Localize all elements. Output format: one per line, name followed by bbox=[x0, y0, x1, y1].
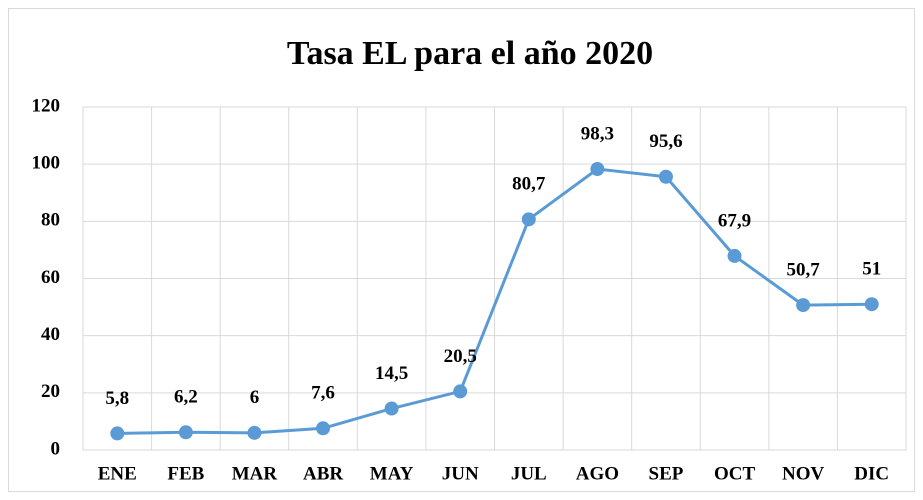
data-point bbox=[384, 401, 399, 416]
data-label: 95,6 bbox=[649, 131, 682, 152]
data-point bbox=[658, 169, 673, 184]
data-point bbox=[864, 297, 879, 312]
data-point bbox=[590, 162, 605, 177]
x-tick-label: FEB bbox=[167, 463, 204, 484]
data-point bbox=[316, 421, 331, 436]
y-tick-label: 0 bbox=[51, 438, 61, 459]
x-tick-label: ABR bbox=[303, 463, 343, 484]
chart-border bbox=[8, 8, 915, 492]
data-label: 5,8 bbox=[105, 388, 129, 409]
data-label: 98,3 bbox=[581, 123, 614, 144]
data-label: 80,7 bbox=[512, 174, 546, 195]
data-label: 7,6 bbox=[311, 383, 335, 404]
data-point bbox=[178, 425, 193, 440]
x-tick-label: DIC bbox=[854, 463, 889, 484]
x-tick-label: OCT bbox=[714, 463, 756, 484]
data-point bbox=[796, 298, 811, 313]
data-point bbox=[453, 384, 468, 399]
series-line bbox=[117, 167, 872, 435]
data-label: 6,2 bbox=[174, 387, 198, 408]
x-tick-label: NOV bbox=[782, 463, 825, 484]
y-tick-label: 100 bbox=[32, 153, 61, 174]
y-tick-label: 60 bbox=[41, 267, 60, 288]
x-tick-label: JUL bbox=[511, 463, 547, 484]
x-tick-label: MAY bbox=[370, 463, 414, 484]
data-label: 50,7 bbox=[787, 259, 821, 280]
y-tick-label: 80 bbox=[41, 210, 60, 231]
chart-title: Tasa EL para el año 2020 bbox=[287, 35, 653, 72]
y-tick-label: 20 bbox=[41, 381, 60, 402]
y-tick-label: 120 bbox=[32, 95, 61, 116]
data-label: 14,5 bbox=[375, 363, 408, 384]
data-point bbox=[727, 248, 742, 263]
data-point bbox=[521, 212, 536, 227]
data-label: 20,5 bbox=[444, 346, 477, 367]
y-tick-label: 40 bbox=[41, 324, 60, 345]
data-label: 51 bbox=[862, 259, 881, 280]
x-tick-label: ENE bbox=[98, 463, 137, 484]
x-tick-label: AGO bbox=[576, 463, 619, 484]
data-label: 67,9 bbox=[718, 210, 751, 231]
data-label: 6 bbox=[250, 387, 260, 408]
x-tick-label: MAR bbox=[232, 463, 278, 484]
data-point bbox=[247, 425, 262, 440]
x-tick-label: JUN bbox=[442, 463, 479, 484]
data-point bbox=[110, 426, 125, 441]
x-tick-label: SEP bbox=[649, 463, 684, 484]
